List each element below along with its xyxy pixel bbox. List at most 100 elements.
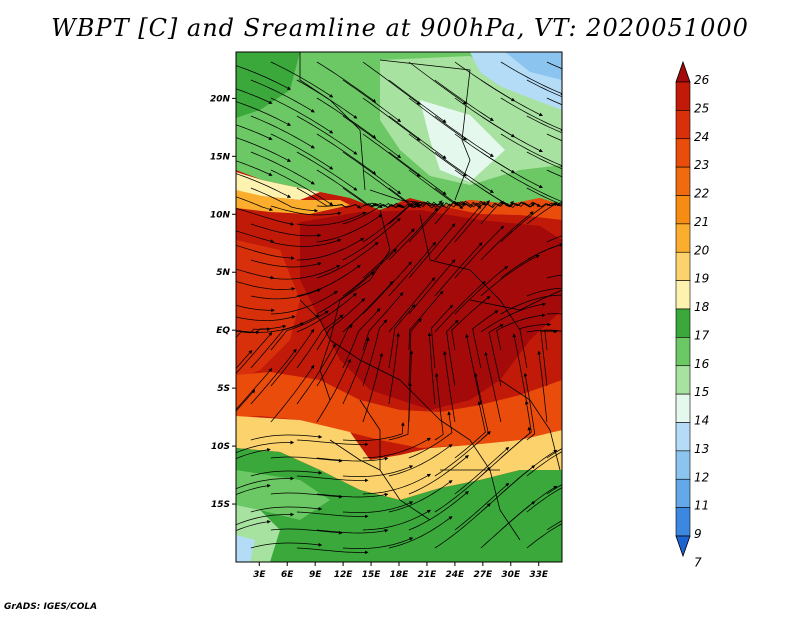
streamline xyxy=(236,476,295,490)
streamline xyxy=(388,151,447,195)
streamline xyxy=(296,115,358,155)
streamline xyxy=(270,328,315,387)
streamline xyxy=(270,310,329,351)
streamline xyxy=(250,115,315,149)
streamline xyxy=(480,211,534,261)
streamline xyxy=(434,503,491,549)
streamline xyxy=(296,264,361,297)
streamline xyxy=(296,151,358,191)
streamline xyxy=(434,467,491,513)
streamline xyxy=(362,133,421,177)
colorbar-swatch xyxy=(675,337,691,367)
streamline xyxy=(236,389,256,412)
streamline xyxy=(270,364,315,423)
streamline xyxy=(342,337,370,405)
streamline xyxy=(316,169,377,207)
colorbar-label: 9 xyxy=(694,527,702,541)
lat-tick-label: 10S xyxy=(211,442,230,452)
streamline xyxy=(250,259,322,268)
streamline xyxy=(537,350,548,423)
streamline xyxy=(454,482,510,531)
streamline xyxy=(500,133,562,168)
streamline xyxy=(388,332,400,405)
colorbar-label: 21 xyxy=(694,215,709,229)
colorbar-top-arrow xyxy=(675,60,691,83)
streamline xyxy=(408,201,459,243)
streamline xyxy=(236,281,296,291)
streamline xyxy=(250,434,323,441)
streamline xyxy=(526,451,562,477)
streamline xyxy=(500,97,562,132)
lon-tick-label: 6E xyxy=(281,570,294,580)
streamline xyxy=(342,280,394,333)
colorbar-label: 22 xyxy=(694,187,709,201)
streamline xyxy=(250,470,323,477)
streamline xyxy=(236,367,273,411)
streamline xyxy=(484,351,502,423)
lon-tick-label: 3E xyxy=(253,570,266,580)
streamline xyxy=(388,115,447,159)
streamline xyxy=(296,439,369,447)
streamline xyxy=(526,487,562,513)
streamline xyxy=(342,537,414,549)
streamline xyxy=(236,173,292,198)
colorbar-label: 19 xyxy=(694,272,709,286)
streamline xyxy=(480,115,543,153)
colorbar-label: 18 xyxy=(694,300,710,314)
colorbar-label: 23 xyxy=(694,158,709,172)
lon-tick-label: 12E xyxy=(334,570,354,580)
lat-tick-label: 5S xyxy=(217,384,230,394)
streamline xyxy=(434,205,482,261)
streamline xyxy=(388,516,453,549)
streamline xyxy=(270,169,334,206)
colorbar-swatch xyxy=(675,280,691,310)
lat-tick-label: EQ xyxy=(216,326,230,336)
streamline xyxy=(480,151,543,189)
southern-green-region xyxy=(236,448,562,562)
streamline xyxy=(362,202,419,243)
streamline xyxy=(523,372,536,441)
streamline xyxy=(465,333,482,405)
lon-tick-label: 33E xyxy=(529,570,549,580)
streamline xyxy=(342,308,381,369)
streamline xyxy=(250,288,322,300)
streamline xyxy=(362,61,421,105)
streamline xyxy=(408,61,467,105)
colorbar-label: 25 xyxy=(694,101,709,115)
colorbar-swatch xyxy=(675,507,691,537)
streamline xyxy=(362,228,415,279)
streamline xyxy=(270,133,334,170)
colorbar-label: 13 xyxy=(694,442,709,456)
streamline xyxy=(236,350,253,369)
colorbar-bottom-arrow xyxy=(675,535,691,558)
streamline xyxy=(236,196,274,212)
streamline xyxy=(500,243,562,279)
streamline xyxy=(388,207,439,261)
streamline xyxy=(316,61,377,103)
streamline xyxy=(388,304,416,369)
streamline xyxy=(250,223,322,238)
lat-tick-label: 15S xyxy=(211,500,230,510)
streamline xyxy=(270,61,334,98)
colorbar-swatch xyxy=(675,251,691,281)
streamline xyxy=(408,97,467,141)
streamline xyxy=(316,133,377,175)
streamline xyxy=(362,97,421,141)
streamline xyxy=(500,169,562,204)
streamline xyxy=(388,241,437,297)
streamline xyxy=(296,211,367,226)
streamline xyxy=(316,456,389,462)
streamline xyxy=(434,242,483,297)
streamline xyxy=(316,358,351,423)
streamline xyxy=(236,448,271,460)
streamline xyxy=(236,88,273,104)
streamline xyxy=(236,304,275,313)
streamline xyxy=(296,293,357,333)
streamline xyxy=(454,200,504,243)
streamline xyxy=(236,440,295,454)
streamline xyxy=(316,298,366,351)
colorbar-swatch xyxy=(675,81,691,111)
colorbar-swatch xyxy=(675,110,691,140)
streamline xyxy=(500,61,562,96)
streamline xyxy=(427,332,436,405)
